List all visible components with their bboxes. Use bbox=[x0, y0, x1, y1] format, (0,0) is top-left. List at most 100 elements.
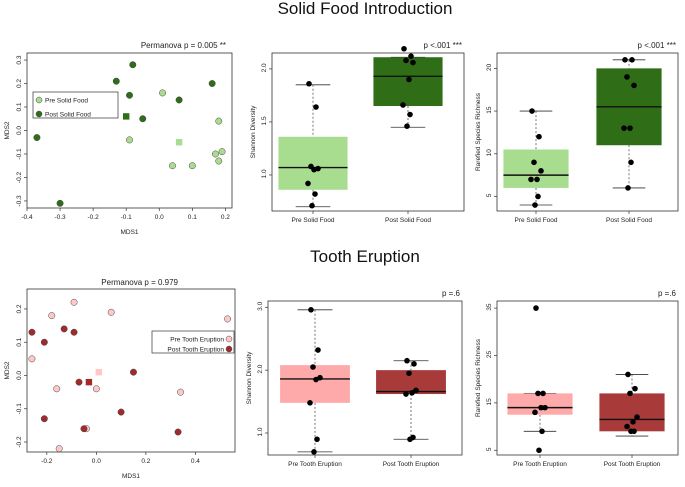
data-point-post bbox=[403, 57, 409, 64]
data-point-post bbox=[634, 414, 640, 420]
data-point-post bbox=[406, 370, 412, 377]
centroid-marker-pre bbox=[95, 368, 103, 376]
legend-box bbox=[32, 91, 119, 119]
data-point-pre bbox=[535, 193, 541, 200]
x-tick-label: 0.2 bbox=[141, 458, 150, 465]
box-pre bbox=[280, 365, 350, 403]
y-tick-label: 5 bbox=[486, 447, 493, 451]
data-point-pre bbox=[48, 312, 56, 320]
legend-marker bbox=[225, 345, 233, 353]
y-axis-label: MDS2 bbox=[4, 361, 11, 379]
data-point-post bbox=[40, 338, 48, 346]
chart-te_shannon: 1.0 2.0 3.0 Shannon Diversity Pre Tooth Erup… bbox=[246, 289, 463, 468]
y-tick-label: 15 bbox=[486, 106, 493, 114]
x-tick-label: 0.0 bbox=[92, 458, 101, 465]
data-point-pre bbox=[215, 157, 223, 165]
significance-annotation: p =.6 bbox=[442, 289, 461, 298]
data-point-pre bbox=[310, 364, 316, 370]
data-point-pre bbox=[531, 159, 537, 166]
data-point-post bbox=[625, 185, 631, 191]
box-pre bbox=[503, 149, 569, 188]
y-tick-label: 0.2 bbox=[16, 79, 23, 88]
data-point-pre bbox=[532, 202, 538, 208]
y-tick-label: 0.3 bbox=[16, 55, 23, 64]
data-point-post bbox=[407, 436, 413, 443]
data-point-post bbox=[628, 428, 634, 435]
data-point-post bbox=[411, 361, 417, 367]
y-tick-label: 3.0 bbox=[257, 301, 264, 310]
data-point-pre bbox=[224, 315, 232, 323]
y-tick-label: 5 bbox=[486, 193, 493, 197]
data-point-post bbox=[404, 357, 410, 364]
y-tick-label: -0.1 bbox=[16, 148, 23, 160]
data-point-pre bbox=[313, 104, 319, 110]
data-point-pre bbox=[538, 404, 544, 411]
data-point-pre bbox=[212, 150, 219, 158]
x-tick-label: Post Solid Food bbox=[385, 217, 431, 224]
y-tick-label: -0.2 bbox=[16, 171, 23, 183]
data-point-pre bbox=[126, 136, 133, 144]
data-point-pre bbox=[311, 166, 317, 173]
y-axis-label: MDS2 bbox=[4, 121, 11, 139]
y-tick-label: -0.2 bbox=[16, 436, 23, 448]
data-point-post bbox=[621, 125, 627, 131]
y-tick-label: 15 bbox=[486, 398, 493, 406]
legend-box bbox=[151, 330, 235, 354]
significance-annotation: p <.001 *** bbox=[424, 41, 462, 50]
x-tick-label: Post Tooth Eruption bbox=[383, 461, 440, 468]
data-point-post bbox=[628, 159, 634, 166]
y-tick-label: 2.0 bbox=[257, 364, 264, 373]
chart-title: Permanova p = 0.979 bbox=[101, 278, 178, 287]
data-point-post bbox=[630, 419, 636, 425]
chart-sf_shannon: 1.0 1.5 2.0 Shannon Diversity Pre Solid Food… bbox=[250, 41, 465, 224]
plot-frame bbox=[26, 288, 236, 453]
data-point-post bbox=[60, 325, 68, 333]
x-axis-label: MDS1 bbox=[120, 229, 138, 236]
x-tick-label: -0.2 bbox=[41, 458, 53, 465]
y-tick-label: 25 bbox=[486, 350, 493, 358]
x-tick-label: Post Tooth Eruption bbox=[604, 461, 661, 468]
y-tick-label: 0.0 bbox=[16, 371, 23, 380]
data-point-post bbox=[75, 378, 83, 386]
data-point-post bbox=[112, 77, 120, 85]
data-point-pre bbox=[159, 89, 167, 97]
centroid-marker-pre bbox=[175, 139, 183, 146]
data-point-pre bbox=[535, 390, 541, 397]
data-point-post bbox=[627, 125, 633, 131]
data-point-pre bbox=[107, 308, 115, 316]
y-tick-label: 35 bbox=[486, 303, 493, 311]
box-pre bbox=[278, 136, 348, 190]
data-point-pre bbox=[92, 385, 100, 393]
x-tick-label: -0.2 bbox=[88, 214, 100, 221]
x-axis-label: MDS1 bbox=[122, 473, 140, 480]
chart-title: Permanova p = 0.005 ** bbox=[141, 41, 226, 50]
x-tick-label: Pre Tooth Eruption bbox=[288, 461, 342, 468]
plot-frame bbox=[26, 52, 233, 209]
y-axis-label: Rarefied Species Richness bbox=[475, 92, 482, 171]
x-tick-label: 0.2 bbox=[221, 214, 230, 221]
x-tick-label: 0.1 bbox=[188, 214, 197, 221]
figure-title-solid-food: Solid Food Introduction bbox=[278, 0, 453, 18]
data-point-post bbox=[408, 53, 414, 59]
data-point-post bbox=[40, 415, 48, 423]
data-point-post bbox=[400, 102, 406, 108]
data-point-post bbox=[126, 91, 133, 99]
data-point-pre bbox=[528, 176, 534, 183]
legend-marker bbox=[35, 110, 43, 118]
data-point-post bbox=[629, 57, 635, 63]
significance-annotation: p <.001 *** bbox=[638, 41, 676, 50]
data-point-pre bbox=[311, 449, 317, 455]
data-point-post bbox=[622, 57, 628, 63]
data-point-post bbox=[413, 387, 419, 394]
data-point-post bbox=[407, 111, 413, 118]
data-point-pre bbox=[308, 307, 314, 313]
y-tick-label: 2.0 bbox=[261, 63, 268, 72]
data-point-post bbox=[632, 385, 638, 392]
data-point-pre bbox=[313, 376, 319, 383]
data-point-pre bbox=[533, 305, 539, 311]
data-point-pre bbox=[312, 191, 318, 197]
data-point-post bbox=[174, 428, 182, 436]
legend: Pre Solid Food Post Solid Food bbox=[32, 91, 119, 119]
significance-annotation: p =.6 bbox=[658, 289, 677, 298]
box-post bbox=[599, 393, 665, 432]
